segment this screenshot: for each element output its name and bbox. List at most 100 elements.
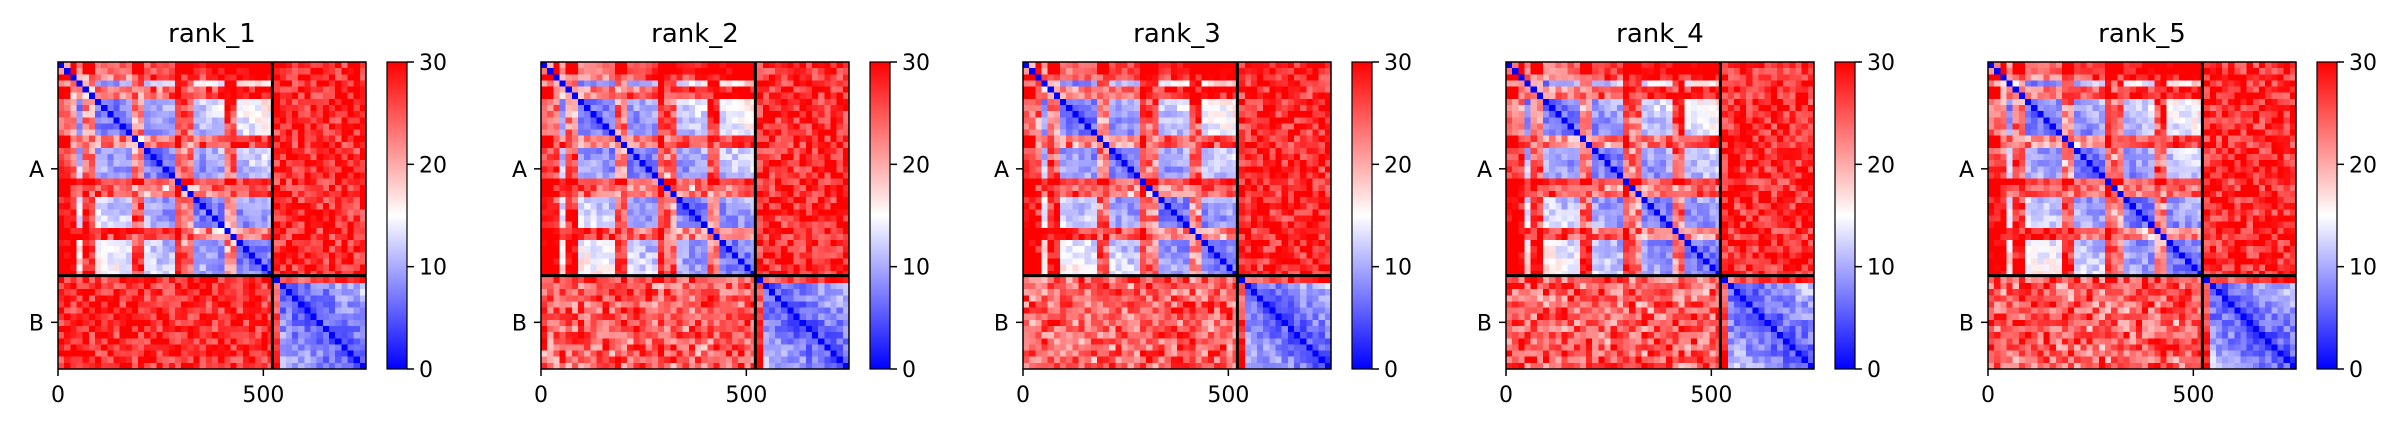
heatmap-cell [126, 185, 133, 192]
heatmap-cell [292, 222, 299, 229]
heatmap-cell [677, 357, 684, 364]
heatmap-cell [58, 320, 65, 327]
heatmap-cell [701, 301, 708, 308]
heatmap-cell [837, 203, 844, 210]
heatmap-cell [701, 74, 708, 81]
heatmap-cell [354, 283, 361, 290]
heatmap-cell [547, 289, 554, 296]
heatmap-cell [806, 216, 813, 223]
heatmap-cell [701, 87, 708, 94]
heatmap-cell [348, 258, 355, 265]
heatmap-cell [113, 240, 120, 247]
heatmap-cell [138, 179, 145, 186]
heatmap-cell [806, 173, 813, 180]
heatmap-cell [559, 160, 566, 167]
heatmap-cell [95, 265, 102, 272]
heatmap-cell [169, 179, 176, 186]
heatmap-cell [212, 166, 219, 173]
heatmap-cell [150, 222, 157, 229]
heatmap-cell [713, 117, 720, 124]
heatmap-cell [578, 338, 585, 345]
heatmap-cell [187, 265, 194, 272]
heatmap-cell [640, 185, 647, 192]
heatmap-cell [837, 240, 844, 247]
heatmap-cell [572, 111, 579, 118]
heatmap-cell [157, 222, 164, 229]
heatmap-cell [646, 344, 653, 351]
heatmap-cell [541, 265, 548, 272]
heatmap-cell [354, 105, 361, 112]
heatmap-cell [76, 130, 83, 137]
heatmap-cell [261, 209, 268, 216]
heatmap-cell [695, 344, 702, 351]
heatmap-cell [720, 93, 727, 100]
heatmap-cell [781, 308, 788, 315]
heatmap-cell [713, 295, 720, 302]
heatmap-cell [317, 283, 324, 290]
heatmap-cell [157, 68, 164, 75]
heatmap-cell [329, 308, 336, 315]
heatmap-cell [286, 185, 293, 192]
heatmap-cell [157, 93, 164, 100]
heatmap-cell [547, 173, 554, 180]
heatmap-cell [292, 185, 299, 192]
heatmap-cell [70, 283, 77, 290]
heatmap-cell [64, 246, 71, 253]
heatmap-cell [83, 209, 90, 216]
heatmap-cell [76, 191, 83, 198]
heatmap-cell [341, 258, 348, 265]
heatmap-cell [566, 265, 573, 272]
heatmap-cell [163, 277, 170, 284]
heatmap-cell [120, 130, 127, 137]
heatmap-cell [274, 185, 281, 192]
heatmap-cell [757, 222, 764, 229]
heatmap-cell [261, 99, 268, 106]
heatmap-cell [744, 68, 751, 75]
heatmap-cell [95, 240, 102, 247]
heatmap-cell [101, 87, 108, 94]
heatmap-cell [720, 320, 727, 327]
heatmap-cell [237, 351, 244, 358]
heatmap-cell [547, 228, 554, 235]
heatmap-cell [255, 222, 262, 229]
heatmap-cell [280, 308, 287, 315]
heatmap-cell [640, 209, 647, 216]
heatmap-cell [212, 344, 219, 351]
heatmap-cell [126, 357, 133, 364]
heatmap-cell [163, 240, 170, 247]
heatmap-cell [609, 252, 616, 259]
heatmap-cell [701, 246, 708, 253]
heatmap-cell [120, 289, 127, 296]
heatmap-cell [738, 148, 745, 155]
heatmap-cell [713, 338, 720, 345]
heatmap-cell [187, 142, 194, 149]
heatmap-cell [341, 62, 348, 69]
heatmap-cell [590, 308, 597, 315]
heatmap-cell [113, 117, 120, 124]
heatmap-cell [726, 216, 733, 223]
heatmap-cell [150, 289, 157, 296]
heatmap-cell [738, 136, 745, 143]
heatmap-cell [738, 344, 745, 351]
heatmap-cell [298, 314, 305, 321]
heatmap-cell [769, 258, 776, 265]
heatmap-cell [640, 295, 647, 302]
heatmap-cell [794, 74, 801, 81]
heatmap-cell [261, 351, 268, 358]
heatmap-cell [566, 203, 573, 210]
heatmap-cell [584, 222, 591, 229]
heatmap-cell [806, 185, 813, 192]
heatmap-cell [243, 240, 250, 247]
heatmap-cell [83, 99, 90, 106]
heatmap-cell [230, 87, 237, 94]
heatmap-cell [584, 265, 591, 272]
heatmap-cell [831, 283, 838, 290]
heatmap-cell [806, 314, 813, 321]
heatmap-cell [218, 277, 225, 284]
heatmap-cell [559, 148, 566, 155]
heatmap-cell [695, 173, 702, 180]
heatmap-cell [144, 148, 151, 155]
heatmap-cell [194, 234, 201, 241]
heatmap-cell [713, 332, 720, 339]
heatmap-cell [181, 222, 188, 229]
